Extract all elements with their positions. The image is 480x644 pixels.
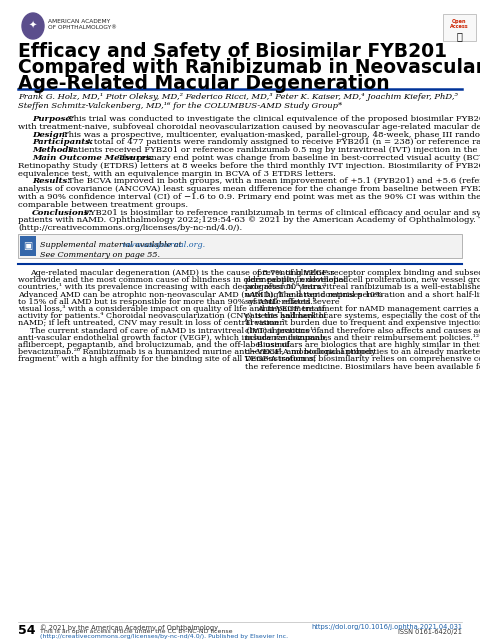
Text: Frank G. Holz, MD,¹ Piotr Oleksy, MD,² Federico Ricci, MD,³ Peter K. Kaiser, MD,: Frank G. Holz, MD,¹ Piotr Oleksy, MD,² F… — [18, 93, 458, 101]
Text: https://doi.org/10.1016/j.ophtha.2021.04.031: https://doi.org/10.1016/j.ophtha.2021.04… — [311, 624, 462, 630]
Text: ▣: ▣ — [24, 241, 33, 251]
Text: Results:: Results: — [32, 177, 71, 185]
Text: Open: Open — [452, 19, 466, 24]
Text: aflibercept, pegaptanib, and brolucizumab, and the off-label use of: aflibercept, pegaptanib, and brolucizuma… — [18, 341, 289, 349]
Text: The primary end point was change from baseline in best-corrected visual acuity (: The primary end point was change from ba… — [118, 154, 480, 162]
Text: Biosimilars are biologics that are highly similar in their physical,: Biosimilars are biologics that are highl… — [257, 341, 480, 349]
Text: ISSN 0161-6420/21: ISSN 0161-6420/21 — [398, 629, 462, 635]
Bar — [18, 234, 462, 258]
Text: permeability, endothelial cell proliferation, new vessel growth, and nAMD: permeability, endothelial cell prolifera… — [245, 276, 480, 284]
Text: ✦: ✦ — [29, 21, 37, 31]
Text: with a 90% confidence interval (CI) of −1.6 to 0.9. Primary end point was met as: with a 90% confidence interval (CI) of −… — [18, 193, 480, 201]
Text: Patients received FYB201 or reference ranibizumab 0.5 mg by intravitreal (IVT) i: Patients received FYB201 or reference ra… — [68, 146, 480, 154]
Text: Age-related macular degeneration (AMD) is the cause of 8.7% of blindness: Age-related macular degeneration (AMD) i… — [30, 269, 335, 277]
Text: Methods:: Methods: — [32, 146, 76, 154]
Text: activity for patients.⁴ Choroidal neovascularization (CNV) is the hallmark of: activity for patients.⁴ Choroidal neovas… — [18, 312, 326, 320]
Text: Age-Related Macular Degeneration: Age-Related Macular Degeneration — [18, 74, 390, 93]
Text: Advanced AMD can be atrophic non-neovascular AMD (nAMD). The latter comprises 10: Advanced AMD can be atrophic non-neovasc… — [18, 290, 383, 299]
Text: Treatment burden due to frequent and expensive injections may limit outcomes in: Treatment burden due to frequent and exp… — [245, 319, 480, 327]
Text: Conclusions:: Conclusions: — [32, 209, 93, 216]
Text: progression.⁸ Intravitreal ranibizumab is a well-established treatment for nAMD,: progression.⁸ Intravitreal ranibizumab i… — [245, 283, 480, 291]
Text: with treatment-naive, subfoveal choroidal neovascularization caused by neovascul: with treatment-naive, subfoveal choroida… — [18, 123, 480, 131]
Text: Compared with Ranibizumab in Neovascular: Compared with Ranibizumab in Neovascular — [18, 58, 480, 77]
Text: clinical practice¹¹ and therefore also affects and causes additional burden on: clinical practice¹¹ and therefore also a… — [245, 327, 480, 335]
Text: Supplemental material available at: Supplemental material available at — [40, 241, 184, 249]
Text: Main Outcome Measures:: Main Outcome Measures: — [32, 154, 154, 162]
Text: countries,¹ with its prevalence increasing with each decade after 50 years.²: countries,¹ with its prevalence increasi… — [18, 283, 326, 291]
Text: © 2021 by the American Academy of Ophthalmology: © 2021 by the American Academy of Ophtha… — [40, 624, 218, 630]
Text: A total of 477 patients were randomly assigned to receive FYB201 (n = 238) or re: A total of 477 patients were randomly as… — [85, 138, 480, 146]
Text: fragment⁷ with a high affinity for the binding site of all VEGF-A isoforms,: fragment⁷ with a high affinity for the b… — [18, 355, 316, 363]
Text: This is an open access article under the CC BY-NC-ND license: This is an open access article under the… — [40, 629, 232, 634]
Text: This trial was conducted to investigate the clinical equivalence of the proposed: This trial was conducted to investigate … — [68, 115, 480, 123]
Text: Steffen Schmitz-Valckenberg, MD,¹⁶ for the COLUMBUS-AMD Study Group*: Steffen Schmitz-Valckenberg, MD,¹⁶ for t… — [18, 102, 342, 110]
Text: Efficacy and Safety of Biosimilar FYB201: Efficacy and Safety of Biosimilar FYB201 — [18, 42, 447, 61]
Text: Retinopathy Study (ETDRS) letters at 8 weeks before the third monthly IVT inject: Retinopathy Study (ETDRS) letters at 8 w… — [18, 162, 480, 170]
Text: visual loss,³ with a considerable impact on quality of life and impairment of: visual loss,³ with a considerable impact… — [18, 305, 325, 313]
Text: nAMD; if left untreated, CNV may result in loss of central vision.⁵: nAMD; if left untreated, CNV may result … — [18, 319, 285, 327]
Bar — [20, 236, 36, 256]
Text: (http://creativecommons.org/licenses/by-nc-nd/4.0/). Published by Elsevier Inc.: (http://creativecommons.org/licenses/by-… — [40, 634, 288, 639]
Text: 🔓: 🔓 — [456, 31, 462, 41]
Text: with high and rapid retinal penetration and a short half-life, which minimizes: with high and rapid retinal penetration … — [245, 290, 480, 299]
Text: Anti-VEGF treatment for nAMD management carries a substantial burden for: Anti-VEGF treatment for nAMD management … — [257, 305, 480, 313]
Text: Access: Access — [450, 24, 468, 29]
Text: OF OPHTHALMOLOGY®: OF OPHTHALMOLOGY® — [48, 25, 117, 30]
Text: Design:: Design: — [32, 131, 68, 138]
Text: Purpose:: Purpose: — [32, 115, 74, 123]
Text: FYB201 is biosimilar to reference ranibizumab in terms of clinical efficacy and : FYB201 is biosimilar to reference ranibi… — [84, 209, 480, 216]
Text: The current standard of care of nAMD is intravitreal (IVT) injections of: The current standard of care of nAMD is … — [30, 327, 320, 335]
Text: equivalence test, with an equivalence margin in BCVA of 3 ETDRS letters.: equivalence test, with an equivalence ma… — [18, 169, 336, 178]
Text: insurance companies and their reimbursement policies.¹²⁻¹³: insurance companies and their reimbursem… — [245, 334, 480, 342]
Text: to 15% of all AMD but is responsible for more than 90% of AMD-related severe: to 15% of all AMD but is responsible for… — [18, 298, 340, 306]
Text: patients and healthcare systems, especially the cost of the medication.¹⁰: patients and healthcare systems, especia… — [245, 312, 480, 320]
FancyBboxPatch shape — [443, 14, 476, 41]
Text: bevacizumab.²⁶ Ranibizumab is a humanized murine anti−VEGF-A monoclonal antibody: bevacizumab.²⁶ Ranibizumab is a humanize… — [18, 348, 376, 356]
Text: AMERICAN ACADEMY: AMERICAN ACADEMY — [48, 19, 110, 24]
Text: systemic effects.⁹: systemic effects.⁹ — [245, 298, 316, 306]
Text: comparable between treatment groups.: comparable between treatment groups. — [18, 201, 188, 209]
Text: 54: 54 — [18, 624, 36, 637]
Text: www.aaojournal.org.: www.aaojournal.org. — [121, 241, 205, 249]
Text: Participants:: Participants: — [32, 138, 93, 146]
Ellipse shape — [22, 13, 44, 39]
Text: This was a prospective, multicenter, evaluation-masked, parallel-group, 48-week,: This was a prospective, multicenter, eva… — [63, 131, 480, 138]
Text: The BCVA improved in both groups, with a mean improvement of +5.1 (FYB201) and +: The BCVA improved in both groups, with a… — [68, 177, 480, 185]
Text: Demonstration of biosimilarity relies on comprehensive comparability studies wit: Demonstration of biosimilarity relies on… — [245, 355, 480, 363]
Text: chemical, and biological properties to an already marketed reference drug.¹⁶: chemical, and biological properties to a… — [245, 348, 480, 356]
Text: patients with nAMD. Ophthalmology 2022;129:54-63 © 2021 by the American Academy : patients with nAMD. Ophthalmology 2022;1… — [18, 216, 480, 224]
Text: analysis of covariance (ANCOVA) least squares mean difference for the change fro: analysis of covariance (ANCOVA) least sq… — [18, 185, 480, 193]
Text: the reference medicine. Biosimilars have been available for: the reference medicine. Biosimilars have… — [245, 363, 480, 370]
Text: See Commentary on page 55.: See Commentary on page 55. — [40, 251, 160, 259]
Text: preventing VEGF receptor complex binding and subsequent increased vessel: preventing VEGF receptor complex binding… — [257, 269, 480, 277]
Text: anti-vascular endothelial growth factor (VEGF), which include ranibizumab,: anti-vascular endothelial growth factor … — [18, 334, 328, 342]
Text: (http://creativecommons.org/licenses/by-nc-nd/4.0/).: (http://creativecommons.org/licenses/by-… — [18, 224, 242, 232]
Text: worldwide and the most common cause of blindness in older people in developed: worldwide and the most common cause of b… — [18, 276, 348, 284]
